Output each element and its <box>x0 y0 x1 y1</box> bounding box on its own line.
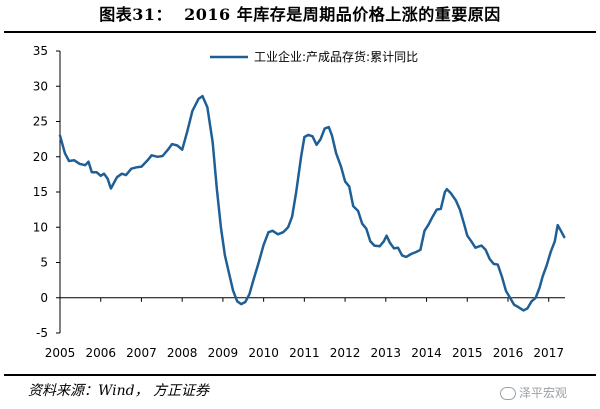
x-tick-label: 2016 <box>493 346 524 360</box>
x-tick-label: 2011 <box>289 346 320 360</box>
x-tick-label: 2009 <box>208 346 239 360</box>
y-tick-label: -5 <box>36 326 48 340</box>
y-tick-label: 35 <box>33 44 48 58</box>
x-tick-label: 2006 <box>85 346 116 360</box>
source-note: 资料来源：Wind， 方正证券 <box>28 383 210 399</box>
y-tick-label: 5 <box>40 256 48 270</box>
legend-label: 工业企业:产成品存货:累计同比 <box>254 49 418 64</box>
watermark: 泽平宏观 <box>500 383 567 403</box>
watermark-text: 泽平宏观 <box>519 386 568 400</box>
wechat-icon <box>500 387 516 400</box>
x-tick-label: 2007 <box>126 346 157 360</box>
top-rule <box>4 31 596 33</box>
x-tick-label: 2013 <box>371 346 402 360</box>
x-tick-label: 2015 <box>452 346 483 360</box>
legend: 工业企业:产成品存货:累计同比 <box>210 49 418 64</box>
x-tick-label: 2014 <box>411 346 442 360</box>
axes: -5 0 5 10 15 20 25 30 35 2005 2006 2007 2008 2009 2010… <box>33 44 565 360</box>
x-tick-label: 2008 <box>167 346 198 360</box>
plot-area <box>58 94 566 312</box>
y-tick-label: 10 <box>33 220 48 234</box>
x-tick-label: 2010 <box>248 346 279 360</box>
x-tick-label: 2012 <box>330 346 361 360</box>
y-tick-label: 0 <box>40 291 48 305</box>
x-tick-label: 2017 <box>533 346 564 360</box>
y-tick-label: 30 <box>33 79 48 93</box>
y-tick-label: 20 <box>33 150 48 164</box>
bottom-rule <box>4 374 596 376</box>
y-tick-label: 15 <box>33 185 48 199</box>
figure-title: 图表31： 2016 年库存是周期品价格上涨的重要原因 <box>99 5 501 24</box>
y-tick-label: 25 <box>33 115 48 129</box>
line-chart: -5 0 5 10 15 20 25 30 35 2005 2006 2007 2008 2009 2010… <box>33 44 566 360</box>
series-line <box>58 94 566 312</box>
x-tick-label: 2005 <box>45 346 76 360</box>
